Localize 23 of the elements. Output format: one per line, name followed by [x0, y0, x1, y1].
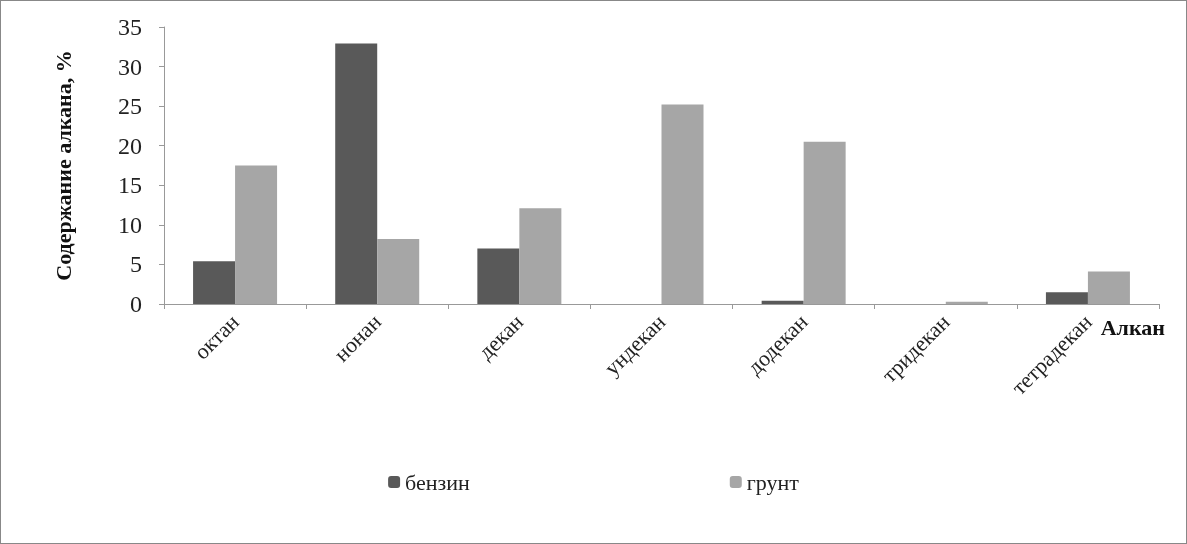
bar — [235, 165, 278, 304]
bar — [477, 248, 520, 304]
y-tick-label: 10 — [118, 211, 142, 238]
y-tick-label: 25 — [118, 93, 142, 120]
bar — [803, 141, 846, 304]
legend-label: грунт — [746, 469, 800, 495]
bar — [377, 239, 420, 304]
bar — [661, 104, 704, 304]
y-tick-label: 0 — [130, 291, 142, 317]
y-tick-label: 35 — [118, 14, 142, 40]
bar — [519, 208, 562, 304]
y-tick-label: 20 — [118, 132, 142, 159]
bar — [193, 261, 236, 304]
y-tick-label: 15 — [118, 172, 142, 199]
bar — [1045, 292, 1088, 304]
legend-label: бензин — [405, 469, 471, 495]
y-tick-label: 30 — [118, 53, 142, 80]
y-axis-title: Содержание алкана, % — [50, 50, 76, 281]
bar — [335, 43, 378, 304]
y-tick-label: 5 — [130, 251, 142, 278]
x-axis-title: Алкан — [1100, 314, 1166, 340]
bar — [1087, 271, 1130, 304]
bar — [761, 300, 804, 304]
